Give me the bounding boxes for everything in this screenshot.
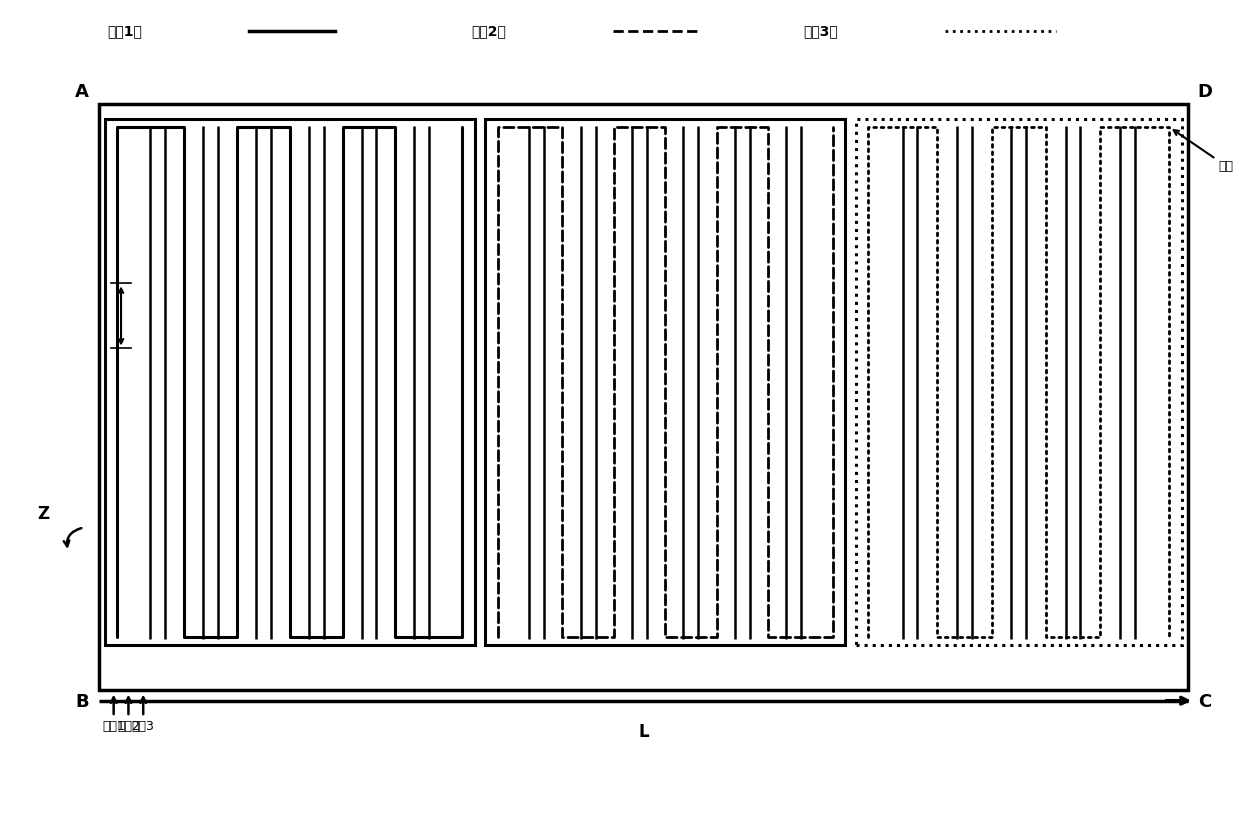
Text: 路线2：: 路线2：	[471, 25, 506, 38]
Text: A: A	[76, 84, 89, 102]
Text: L: L	[639, 723, 649, 741]
Text: 路线3：: 路线3：	[804, 25, 838, 38]
Text: D: D	[1198, 84, 1213, 102]
Text: B: B	[76, 694, 89, 712]
Text: 起点3: 起点3	[131, 720, 155, 733]
Text: C: C	[1198, 694, 1211, 712]
Bar	[856, 119, 1182, 645]
Text: Z: Z	[37, 505, 50, 523]
Bar	[99, 105, 1188, 690]
Text: 起点1: 起点1	[102, 720, 125, 733]
Text: 起点2: 起点2	[117, 720, 140, 733]
Bar	[105, 119, 475, 645]
Text: 终点: 终点	[1173, 130, 1234, 173]
Text: 路线1：: 路线1：	[108, 25, 143, 38]
Bar	[486, 119, 844, 645]
